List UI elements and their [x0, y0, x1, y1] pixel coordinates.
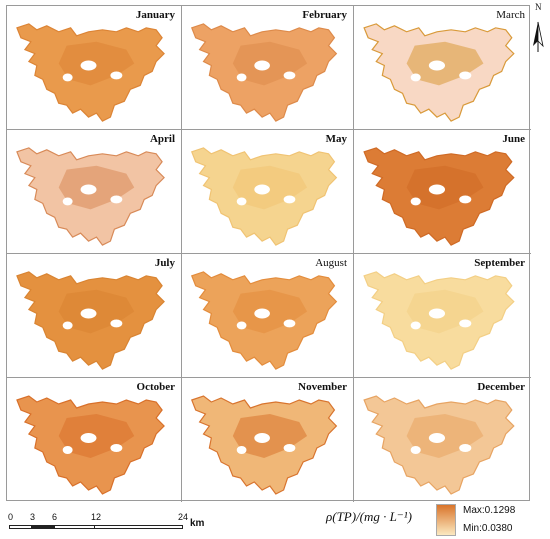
scale-tick-label: 3 — [30, 512, 36, 522]
month-panel: December — [354, 378, 531, 502]
scale-tick-label: 0 — [8, 512, 14, 522]
month-panel: January — [7, 6, 182, 130]
lake-map — [363, 147, 515, 246]
month-panel: July — [7, 254, 182, 378]
island-areas — [62, 308, 123, 330]
island-areas — [62, 60, 123, 82]
month-label: February — [302, 9, 347, 21]
month-label: October — [136, 381, 175, 393]
month-label: August — [315, 257, 347, 269]
island-areas — [236, 60, 296, 82]
island-areas — [410, 433, 472, 454]
legend-min-label: Min:0.0380 — [463, 523, 513, 534]
month-label: April — [149, 133, 175, 145]
island-areas — [236, 184, 296, 206]
month-panel: November — [182, 378, 354, 502]
legend-color-ramp — [436, 504, 456, 536]
island-areas — [236, 308, 296, 330]
legend-title: ρ(TP)/(mg · L⁻¹) — [326, 509, 412, 524]
month-label: June — [502, 133, 525, 145]
lake-map — [16, 23, 165, 122]
scale-tick-label: 24 — [178, 512, 189, 522]
month-label: December — [477, 381, 525, 393]
lake-map — [190, 395, 338, 495]
island-areas — [410, 308, 472, 330]
month-panel: September — [354, 254, 531, 378]
north-label: N — [535, 2, 542, 12]
island-areas — [62, 433, 123, 454]
scale-segment — [94, 525, 183, 529]
month-label: November — [298, 381, 347, 393]
month-panel: March — [354, 6, 531, 130]
lake-map — [16, 271, 165, 370]
lake-map — [363, 395, 515, 495]
lake-map — [190, 147, 338, 246]
month-panel: February — [182, 6, 354, 130]
lake-map — [16, 147, 165, 246]
lake-map — [363, 23, 515, 122]
month-label: July — [154, 257, 175, 269]
scale-segment — [54, 525, 95, 529]
island-areas — [410, 184, 472, 206]
month-panel: May — [182, 130, 354, 254]
scale-segment — [31, 525, 55, 529]
month-panel: August — [182, 254, 354, 378]
scale-unit: km — [190, 518, 205, 529]
month-label: May — [325, 133, 347, 145]
month-label: January — [135, 9, 175, 21]
scale-tick-label: 6 — [52, 512, 58, 522]
island-areas — [236, 433, 296, 454]
month-panel: October — [7, 378, 182, 502]
lake-map — [363, 271, 515, 370]
north-arrow-icon — [533, 21, 544, 52]
lake-map — [16, 395, 165, 495]
month-label: September — [474, 257, 525, 269]
island-areas — [410, 60, 472, 82]
lake-map — [190, 271, 338, 370]
scale-tick-label: 12 — [91, 512, 102, 522]
month-panel: April — [7, 130, 182, 254]
scale-segment — [9, 525, 32, 529]
map-grid: January February March April May June July Augu… — [6, 5, 531, 502]
legend-max-label: Max:0.1298 — [463, 505, 516, 516]
month-label: March — [496, 9, 525, 21]
scale-bar: 0 3 6 12 24 km — [8, 512, 208, 538]
island-areas — [62, 184, 123, 206]
lake-map — [190, 23, 338, 122]
month-panel: June — [354, 130, 531, 254]
